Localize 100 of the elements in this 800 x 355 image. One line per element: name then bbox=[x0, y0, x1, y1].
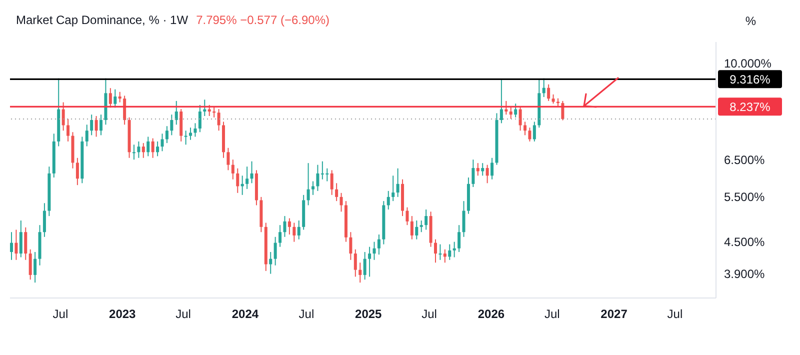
x-tick-label: 2026 bbox=[478, 307, 505, 321]
candlestick bbox=[410, 216, 414, 240]
candlestick bbox=[542, 78, 546, 98]
candlestick bbox=[184, 130, 188, 146]
candlestick bbox=[434, 238, 437, 264]
x-tick-label: 2024 bbox=[232, 307, 259, 321]
candlestick bbox=[514, 103, 518, 118]
candlestick bbox=[354, 248, 357, 278]
candlestick bbox=[458, 224, 461, 252]
y-tick-label: 5.500% bbox=[724, 190, 766, 204]
candlestick bbox=[518, 106, 522, 132]
candlestick bbox=[90, 114, 94, 136]
candlestick bbox=[500, 79, 503, 124]
candlestick bbox=[194, 122, 197, 138]
candlestick bbox=[452, 241, 456, 258]
candlestick bbox=[528, 127, 532, 142]
candlestick bbox=[250, 160, 254, 184]
candlestick bbox=[552, 94, 555, 104]
candlestick bbox=[420, 220, 423, 233]
candlestick bbox=[490, 157, 494, 180]
candlestick bbox=[66, 118, 70, 142]
y-tick-label: 4.500% bbox=[724, 235, 766, 250]
candlestick bbox=[156, 140, 160, 157]
candlestick bbox=[561, 100, 564, 121]
x-tick-label: Jul bbox=[544, 307, 560, 321]
candlestick bbox=[151, 138, 154, 158]
y-tick-label: 3.900% bbox=[724, 267, 766, 282]
ref-line-label: 8.237% bbox=[730, 100, 771, 114]
candlestick bbox=[358, 262, 362, 284]
candlestick bbox=[118, 91, 122, 103]
candlestick bbox=[274, 236, 277, 266]
candlestick bbox=[486, 164, 489, 184]
candlestick bbox=[335, 182, 338, 202]
candlestick bbox=[340, 192, 343, 212]
candlestick bbox=[170, 114, 174, 136]
candlestick bbox=[396, 168, 400, 198]
candlestick bbox=[406, 206, 409, 226]
candlestick bbox=[62, 102, 65, 132]
candlestick bbox=[231, 159, 234, 180]
candlestick bbox=[226, 147, 230, 171]
x-tick-label: Jul bbox=[298, 307, 314, 321]
x-tick-label: Jul bbox=[176, 307, 191, 321]
x-tick-label: Jul bbox=[52, 307, 68, 321]
candlestick bbox=[208, 104, 211, 117]
candlestick bbox=[246, 166, 249, 190]
candlestick bbox=[330, 170, 334, 196]
candlestick bbox=[288, 218, 291, 235]
candlestick bbox=[108, 88, 112, 108]
candlestick bbox=[415, 220, 418, 240]
candlestick bbox=[547, 84, 550, 102]
candlestick bbox=[481, 162, 484, 176]
candlestick bbox=[132, 144, 136, 160]
candlestick bbox=[100, 114, 102, 136]
candlestick bbox=[504, 100, 508, 116]
candlestick bbox=[316, 164, 320, 192]
candlestick bbox=[189, 127, 192, 140]
chart-subtitle: 7.795% −0.577 (−6.90%) bbox=[196, 13, 330, 27]
candlestick bbox=[297, 220, 300, 240]
candlestick bbox=[76, 157, 79, 186]
candlestick bbox=[509, 106, 512, 120]
candlestick bbox=[203, 99, 206, 117]
candlestick bbox=[19, 220, 22, 258]
candlestick bbox=[306, 162, 310, 206]
candlestick bbox=[532, 121, 536, 142]
y-tick-label: 10.000% bbox=[724, 56, 772, 71]
y-axis-title: % bbox=[745, 14, 756, 28]
candlestick bbox=[269, 251, 272, 274]
candlestick bbox=[217, 108, 220, 132]
candlestick bbox=[524, 121, 527, 136]
candlestick bbox=[236, 168, 240, 194]
candlestick bbox=[142, 142, 145, 158]
candlestick bbox=[292, 222, 296, 242]
candlestick bbox=[28, 248, 32, 280]
candlestick bbox=[198, 104, 202, 133]
x-tick-label: 2027 bbox=[600, 307, 628, 321]
x-tick-label: 2025 bbox=[355, 307, 382, 321]
candlestick bbox=[424, 208, 428, 230]
ref-line-label: 9.316% bbox=[730, 72, 771, 87]
candlestick bbox=[146, 136, 150, 157]
candlestick bbox=[123, 95, 126, 126]
candlestick bbox=[14, 229, 18, 260]
candlestick bbox=[34, 251, 37, 284]
candlestick bbox=[363, 251, 366, 280]
candlestick bbox=[312, 180, 315, 196]
candlestick bbox=[212, 106, 216, 118]
candlestick bbox=[462, 200, 466, 238]
candlestick bbox=[392, 175, 395, 202]
candlestick bbox=[278, 224, 282, 248]
candlestick bbox=[386, 190, 390, 210]
candlestick bbox=[94, 116, 98, 138]
candlestick bbox=[443, 248, 446, 264]
candlestick bbox=[368, 246, 372, 278]
x-tick-label: 2023 bbox=[109, 307, 136, 321]
candlestick bbox=[476, 162, 480, 176]
candlestick bbox=[165, 126, 168, 144]
candlestick bbox=[10, 232, 13, 260]
candlestick bbox=[448, 244, 452, 260]
x-tick-label: Jul bbox=[667, 307, 683, 321]
candlestick bbox=[438, 244, 442, 260]
y-tick-label: 6.500% bbox=[724, 152, 766, 167]
